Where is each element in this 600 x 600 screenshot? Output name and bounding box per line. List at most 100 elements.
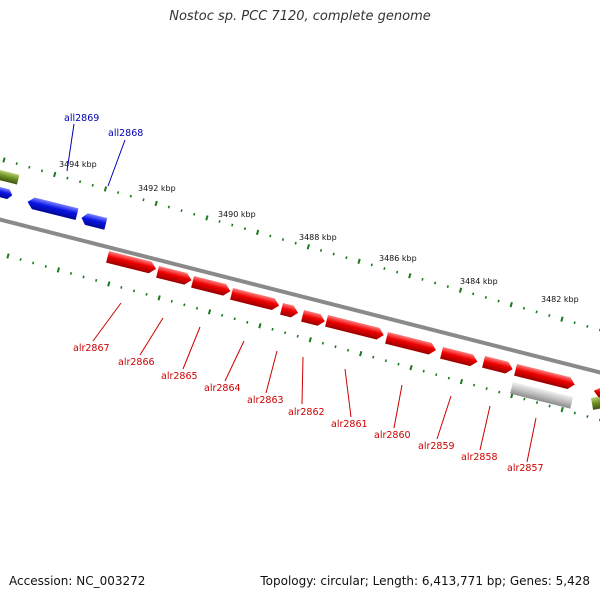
gene-label[interactable]: alr2863 — [247, 395, 284, 406]
scale-tick — [497, 299, 500, 303]
scale-tick — [120, 285, 123, 289]
scale-label: 3482 kbp — [541, 295, 579, 304]
gene-label[interactable]: alr2859 — [418, 441, 455, 452]
scale-labels: 3494 kbp 3492 kbp 3490 kbp 3488 kbp 3486 kbp… — [59, 160, 579, 304]
genome-summary-text: Topology: circular; Length: 6,413,771 bp… — [260, 574, 590, 588]
scale-tick — [66, 176, 69, 180]
scale-tick — [434, 281, 437, 285]
gene-label[interactable]: alr2861 — [331, 419, 368, 430]
gene-alr2867[interactable] — [106, 251, 157, 275]
gene-leader-line — [479, 405, 491, 451]
scale-tick — [243, 227, 247, 231]
gene-alr2859[interactable] — [440, 347, 479, 368]
gene-alr2863[interactable] — [280, 303, 299, 319]
gene-arrow — [385, 332, 437, 355]
gene-label[interactable]: alr2867 — [73, 343, 110, 354]
scale-tick — [359, 351, 363, 357]
scale-tick — [383, 267, 386, 270]
scale-label: 3486 kbp — [379, 254, 417, 263]
page-title: Nostoc sp. PCC 7120, complete genome — [169, 9, 431, 24]
gene-arrow — [514, 364, 575, 389]
scale-tick — [345, 256, 348, 260]
gene-label[interactable]: alr2858 — [461, 452, 498, 463]
scale-tick — [271, 327, 274, 331]
gene-label[interactable]: all2868 — [108, 128, 143, 139]
scale-tick — [258, 323, 262, 329]
gene-all2869[interactable] — [26, 196, 79, 220]
gene-leader-line — [224, 340, 245, 382]
scale-tick — [321, 341, 324, 345]
scale-tick — [357, 258, 361, 264]
scale-tick — [40, 169, 44, 173]
gene-alr2864[interactable] — [230, 288, 280, 311]
gene-label[interactable]: alr2857 — [507, 463, 544, 474]
scale-tick — [82, 275, 85, 279]
scale-tick — [447, 376, 450, 380]
scale-tick — [129, 194, 132, 198]
scale-tick — [69, 272, 73, 275]
scale-tick — [535, 401, 539, 404]
gene-leader-line — [344, 368, 352, 418]
gene-alr2862[interactable] — [301, 310, 326, 327]
gene-arrow — [301, 310, 325, 326]
gene-label[interactable]: alr2860 — [374, 430, 411, 441]
scale-tick — [573, 411, 576, 415]
gene-alr2858[interactable] — [482, 356, 514, 375]
scale-label: 3488 kbp — [299, 233, 337, 242]
gene-label[interactable]: alr2862 — [288, 407, 325, 418]
scale-tick — [332, 252, 335, 256]
reverse-gene-left-edge — [0, 186, 13, 200]
scale-tick — [170, 299, 173, 303]
scale-tick — [157, 295, 161, 301]
scale-tick — [458, 287, 463, 293]
scale-tick — [435, 373, 438, 377]
scale-tick — [231, 223, 234, 227]
gene-leader-line — [92, 302, 122, 342]
gene-arrow — [440, 347, 478, 367]
scale-tick — [485, 387, 488, 391]
scale-label: 3492 kbp — [138, 184, 176, 193]
scale-tick — [384, 359, 387, 363]
forward-genes — [106, 251, 576, 390]
scale-tick — [142, 198, 145, 202]
olive-feature-left — [0, 168, 20, 185]
gene-label[interactable]: alr2864 — [204, 383, 241, 394]
gene-alr2860[interactable] — [385, 332, 437, 356]
gene-alr2861[interactable] — [325, 315, 385, 341]
scale-tick — [306, 244, 310, 250]
gene-alr2865[interactable] — [191, 276, 232, 297]
scale-tick — [154, 200, 158, 207]
scale-tick — [446, 285, 449, 289]
scale-tick — [498, 390, 501, 394]
scale-label: 3494 kbp — [59, 160, 97, 169]
gene-all2868[interactable] — [80, 212, 108, 230]
gene-alr2866[interactable] — [156, 266, 193, 286]
scale-ticks-lower — [6, 253, 600, 422]
scale-tick — [284, 331, 287, 335]
scale-tick — [180, 209, 183, 213]
scale-tick — [53, 171, 57, 178]
scale-label: 3484 kbp — [460, 277, 498, 286]
scale-tick — [408, 273, 412, 279]
scale-tick — [2, 157, 6, 163]
scale-tick — [221, 313, 224, 317]
gene-label-leaders — [66, 123, 537, 463]
gene-leader-line — [139, 317, 164, 356]
gene-label[interactable]: alr2866 — [118, 357, 155, 368]
scale-tick — [422, 369, 425, 373]
gene-leader-line — [182, 326, 201, 370]
scale-tick — [319, 249, 323, 252]
gene-other-gray[interactable] — [510, 382, 574, 409]
scale-tick — [523, 397, 526, 401]
gene-label[interactable]: alr2865 — [161, 371, 198, 382]
scale-tick — [308, 337, 312, 343]
scale-tick — [132, 289, 136, 293]
gene-leader-line — [526, 417, 537, 463]
scale-tick — [560, 406, 564, 413]
gene-alr2857[interactable] — [514, 364, 576, 390]
scale-tick — [6, 253, 10, 259]
scale-tick — [269, 234, 272, 238]
scale-tick — [107, 281, 111, 287]
gene-label[interactable]: all2869 — [64, 113, 99, 124]
